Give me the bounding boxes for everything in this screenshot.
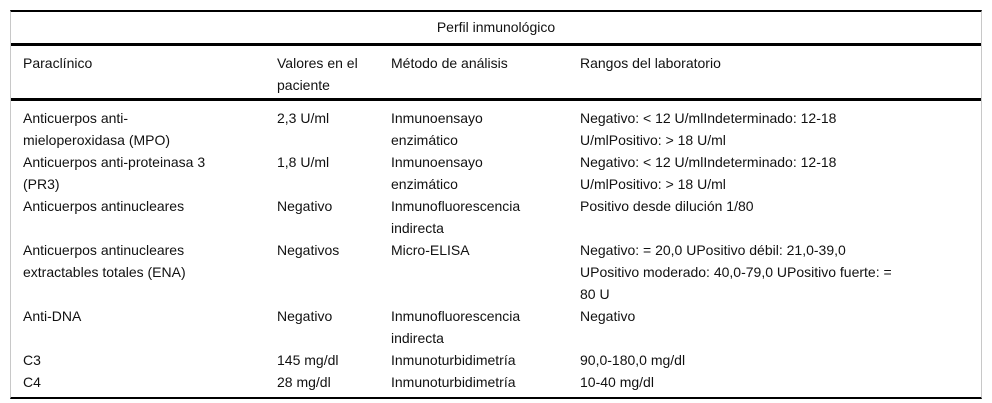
cell-rango: 10-40 mg/dl — [580, 374, 654, 390]
cell-paraclinico: Anticuerpos antinucleares — [23, 198, 185, 214]
cell-paraclinico: C3 — [23, 352, 41, 368]
column-header-rangos: Rangos del laboratorio — [580, 46, 981, 101]
table-body: Anticuerpos anti- mieloperoxidasa (MPO) 2… — [11, 100, 981, 398]
immunology-profile-table: Perfil inmunológico Paraclínico Valores … — [10, 10, 982, 399]
table-row: Anticuerpos anti- mieloperoxidasa (MPO) 2… — [11, 100, 981, 152]
cell-valor: 28 mg/dl — [277, 374, 331, 390]
cell-paraclinico: Anticuerpos anti-proteinasa 3 (PR3) — [23, 154, 206, 192]
header-row: Paraclínico Valores en el paciente Métod… — [11, 46, 981, 101]
table-row: Anti-DNA Negativo Inmunofluorescencia indi… — [11, 305, 981, 349]
cell-rango: Positivo desde dilución 1/80 — [580, 198, 754, 214]
cell-metodo: Inmunoturbidimetría — [391, 374, 516, 390]
cell-paraclinico: Anti-DNA — [23, 308, 82, 324]
cell-metodo: Inmunofluorescencia indirecta — [391, 198, 521, 236]
cell-valor: 145 mg/dl — [277, 352, 339, 368]
table-title: Perfil inmunológico — [11, 12, 981, 46]
table-row: C3 145 mg/dl Inmunoturbidimetría 90,0-180,0… — [11, 349, 981, 371]
cell-valor: Negativo — [277, 198, 333, 214]
lab-results-table: Paraclínico Valores en el paciente Métod… — [11, 46, 981, 397]
table-row: Anticuerpos antinucleares Negativo Inmunof… — [11, 195, 981, 239]
cell-valor: 1,8 U/ml — [277, 154, 330, 170]
cell-metodo: Inmunoturbidimetría — [391, 352, 516, 368]
cell-rango: 90,0-180,0 mg/dl — [580, 352, 686, 368]
cell-paraclinico: C4 — [23, 374, 41, 390]
cell-rango: Negativo — [580, 308, 636, 324]
cell-paraclinico: Anticuerpos antinucleares extractables t… — [23, 242, 186, 280]
cell-metodo: Inmunoensayo enzimático — [391, 154, 483, 192]
column-header-paraclinico: Paraclínico — [11, 46, 277, 101]
cell-paraclinico: Anticuerpos anti- mieloperoxidasa (MPO) — [23, 110, 171, 148]
cell-valor: Negativo — [277, 308, 333, 324]
cell-rango: Negativo: < 12 U/mlIndeterminado: 12-18 … — [580, 154, 837, 192]
column-header-valores: Valores en el paciente — [277, 46, 391, 101]
cell-rango: Negativo: = 20,0 UPositivo débil: 21,0-3… — [580, 242, 892, 302]
table-row: Anticuerpos antinucleares extractables t… — [11, 239, 981, 305]
table-row: C4 28 mg/dl Inmunoturbidimetría 10-40 mg/dl — [11, 371, 981, 397]
cell-metodo: Micro-ELISA — [391, 242, 470, 258]
cell-metodo: Inmunoensayo enzimático — [391, 110, 483, 148]
column-header-metodo: Método de análisis — [391, 46, 580, 101]
table-row: Anticuerpos anti-proteinasa 3 (PR3) 1,8 U… — [11, 151, 981, 195]
cell-rango: Negativo: < 12 U/mlIndeterminado: 12-18 … — [580, 110, 837, 148]
cell-valor: 2,3 U/ml — [277, 110, 330, 126]
cell-metodo: Inmunofluorescencia indirecta — [391, 308, 521, 346]
cell-valor: Negativos — [277, 242, 340, 258]
